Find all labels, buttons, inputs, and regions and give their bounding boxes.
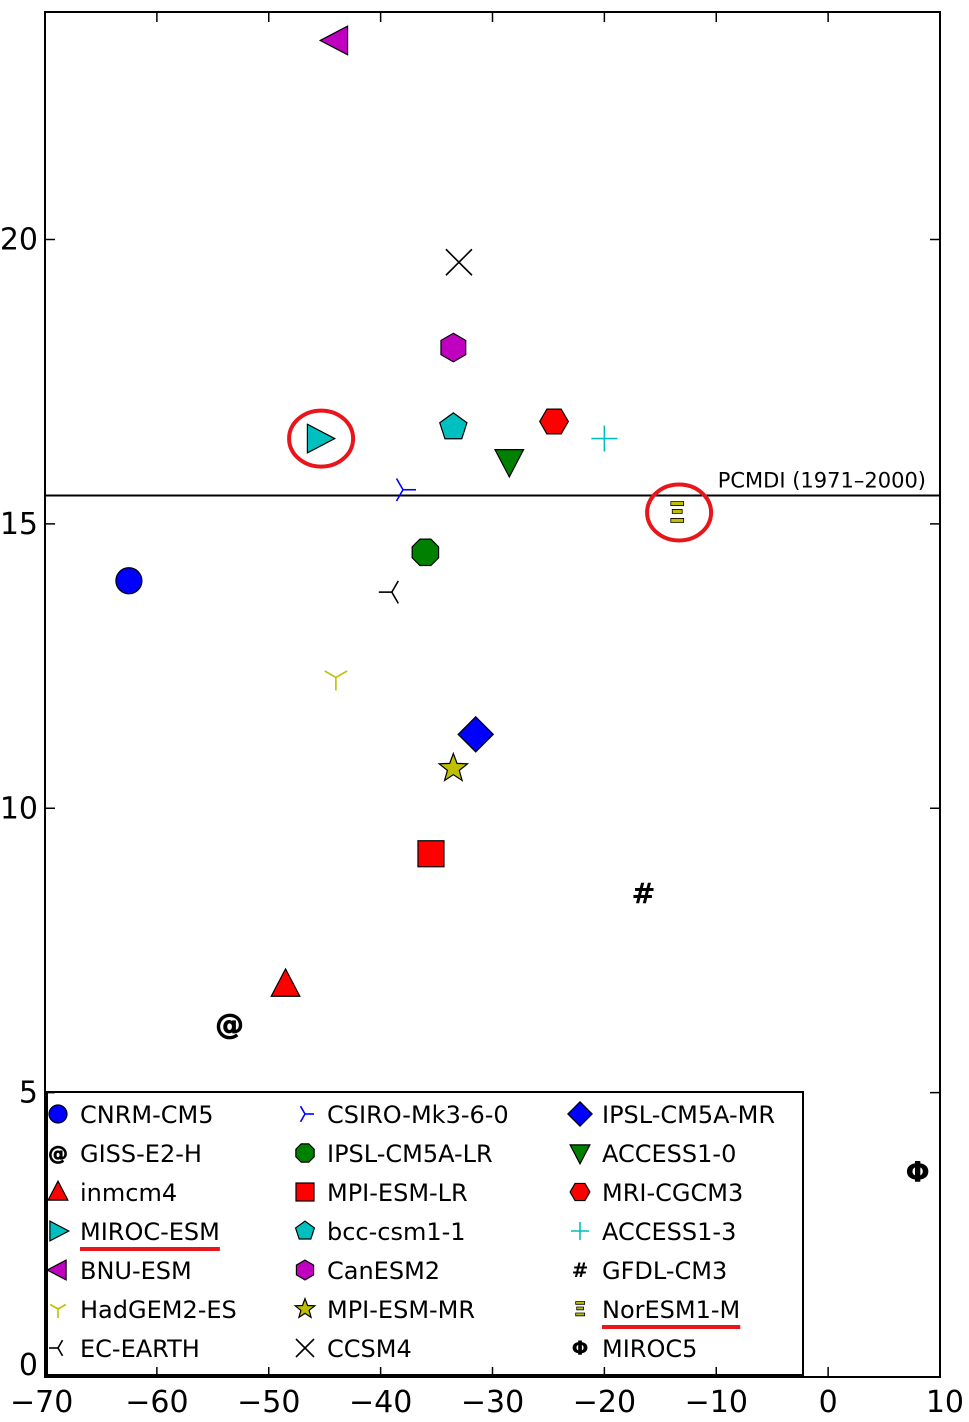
marker-mpi-esm-lr bbox=[417, 840, 445, 868]
marker-miroc5: Φ bbox=[905, 1155, 929, 1189]
legend-marker-ipsl-cm5a-mr bbox=[567, 1101, 593, 1127]
marker-canesm2 bbox=[440, 332, 467, 363]
y-tick-label: 10 bbox=[0, 791, 38, 826]
legend-marker-canesm2 bbox=[295, 1259, 315, 1281]
svg-text:Ξ: Ξ bbox=[668, 495, 686, 529]
x-tick-label: −30 bbox=[461, 1385, 524, 1420]
marker-hadgem2-es bbox=[324, 670, 348, 691]
x-tick-label: −60 bbox=[125, 1385, 188, 1420]
highlight-circle-noresm1-m bbox=[645, 482, 714, 543]
y-tick-label: 5 bbox=[19, 1076, 38, 1111]
marker-miroc-esm bbox=[306, 423, 336, 454]
legend-label-mri-cgcm3: MRI-CGCM3 bbox=[602, 1179, 743, 1207]
marker-mpi-esm-mr bbox=[437, 751, 470, 782]
legend-marker-miroc-esm bbox=[49, 1220, 71, 1242]
marker-ec-earth bbox=[378, 580, 400, 604]
legend-label-ipsl-cm5a-lr: IPSL-CM5A-LR bbox=[327, 1140, 493, 1168]
y-tick-label: 0 bbox=[19, 1348, 38, 1383]
legend-label-mpi-esm-mr: MPI-ESM-MR bbox=[327, 1296, 475, 1324]
legend-marker-cnrm-cm5 bbox=[48, 1104, 68, 1124]
legend-marker-access1-3 bbox=[571, 1222, 589, 1240]
legend-label-access1-0: ACCESS1-0 bbox=[602, 1140, 736, 1168]
legend-marker-access1-0 bbox=[569, 1144, 591, 1166]
marker-noresm1-m: Ξ bbox=[668, 495, 687, 530]
legend-marker-ipsl-cm5a-lr bbox=[295, 1143, 315, 1163]
legend-label-giss-e2-h: GISS-E2-H bbox=[80, 1140, 202, 1168]
legend-label-bcc-csm1-1: bcc-csm1-1 bbox=[327, 1218, 466, 1246]
highlight-layer bbox=[287, 408, 714, 543]
legend-label-miroc5: MIROC5 bbox=[602, 1335, 697, 1363]
reference-line-label: PCMDI (1971–2000) bbox=[718, 468, 926, 492]
marker-access1-0 bbox=[493, 449, 525, 479]
legend-marker-gfdl-cm3: # bbox=[572, 1259, 589, 1282]
legend-marker-bnu-esm bbox=[45, 1259, 67, 1281]
marker-bnu-esm bbox=[318, 25, 349, 56]
x-tick-label: −50 bbox=[237, 1385, 300, 1420]
marker-csiro-mk3-6-0 bbox=[395, 478, 416, 502]
x-tick-label: −10 bbox=[685, 1385, 748, 1420]
marks-layer: @ # Ξ Φ bbox=[115, 25, 930, 1189]
marker-mri-cgcm3 bbox=[539, 408, 570, 435]
legend-marker-inmcm4 bbox=[47, 1179, 69, 1201]
legend-label-ccsm4: CCSM4 bbox=[327, 1335, 412, 1363]
legend-label-cnrm-cm5: CNRM-CM5 bbox=[80, 1101, 214, 1129]
legend-marker-mri-cgcm3 bbox=[569, 1182, 591, 1202]
legend-label-csiro-mk3-6-0: CSIRO-Mk3-6-0 bbox=[327, 1101, 509, 1129]
marker-cnrm-cm5 bbox=[115, 567, 143, 595]
svg-text:Φ: Φ bbox=[572, 1337, 589, 1360]
marker-ccsm4 bbox=[445, 248, 473, 276]
marker-ipsl-cm5a-lr bbox=[411, 538, 440, 567]
legend-label-bnu-esm: BNU-ESM bbox=[80, 1257, 192, 1285]
y-tick-label: 20 bbox=[0, 223, 38, 258]
axes: −70 −60 −50 −40 −30 −20 −10 0 10 0 5 10 15 20 bbox=[0, 12, 964, 1420]
legend-marker-hadgem2-es bbox=[49, 1303, 67, 1318]
legend-label-noresm1-m: NorESM1-M bbox=[602, 1296, 740, 1324]
svg-text:#: # bbox=[632, 876, 656, 910]
legend-label-mpi-esm-lr: MPI-ESM-LR bbox=[327, 1179, 468, 1207]
legend-marker-bcc-csm1-1 bbox=[294, 1220, 316, 1240]
highlight-circle-miroc-esm bbox=[287, 408, 356, 469]
marker-bcc-csm1-1 bbox=[439, 412, 468, 440]
legend-label-inmcm4: inmcm4 bbox=[80, 1179, 177, 1207]
x-tick-label: −40 bbox=[349, 1385, 412, 1420]
x-tick-label: −20 bbox=[573, 1385, 636, 1420]
legend-marker-mpi-esm-lr bbox=[295, 1182, 315, 1202]
legend-marker-noresm1-m: Ξ bbox=[573, 1297, 587, 1321]
x-tick-label: 0 bbox=[819, 1385, 838, 1420]
marker-access1-3 bbox=[591, 425, 618, 452]
legend-label-hadgem2-es: HadGEM2-ES bbox=[80, 1296, 237, 1324]
legend: CNRM-CM5 @ GISS-E2-H inmcm4 MIROC-ESM BNU-ESM… bbox=[45, 1091, 804, 1376]
svg-text:Ξ: Ξ bbox=[574, 1298, 587, 1321]
marker-ipsl-cm5a-mr bbox=[457, 715, 495, 753]
legend-label-ec-earth: EC-EARTH bbox=[80, 1335, 200, 1363]
legend-marker-csiro-mk3-6-0 bbox=[299, 1105, 314, 1123]
svg-text:@: @ bbox=[215, 1007, 244, 1041]
legend-marker-giss-e2-h: @ bbox=[48, 1141, 69, 1165]
marker-inmcm4 bbox=[270, 967, 301, 997]
legend-marker-mpi-esm-mr bbox=[293, 1296, 317, 1319]
legend-marker-ec-earth bbox=[49, 1339, 64, 1357]
x-tick-label: −70 bbox=[10, 1385, 73, 1420]
legend-label-canesm2: CanESM2 bbox=[327, 1257, 440, 1285]
svg-text:Φ: Φ bbox=[905, 1155, 929, 1189]
legend-marker-ccsm4 bbox=[295, 1338, 315, 1358]
legend-marker-miroc5: Φ bbox=[572, 1337, 589, 1360]
marker-giss-e2-h: @ bbox=[215, 1007, 244, 1042]
legend-label-miroc-esm: MIROC-ESM bbox=[80, 1218, 220, 1246]
reference-layer: PCMDI (1971–2000) bbox=[45, 468, 940, 497]
legend-label-gfdl-cm3: GFDL-CM3 bbox=[602, 1257, 727, 1285]
y-tick-label: 15 bbox=[0, 507, 38, 542]
legend-label-ipsl-cm5a-mr: IPSL-CM5A-MR bbox=[602, 1101, 775, 1129]
marker-gfdl-cm3: # bbox=[632, 876, 656, 910]
legend-label-access1-3: ACCESS1-3 bbox=[602, 1218, 736, 1246]
svg-text:#: # bbox=[572, 1259, 589, 1282]
svg-text:@: @ bbox=[48, 1142, 68, 1165]
x-tick-label: 10 bbox=[926, 1385, 964, 1420]
